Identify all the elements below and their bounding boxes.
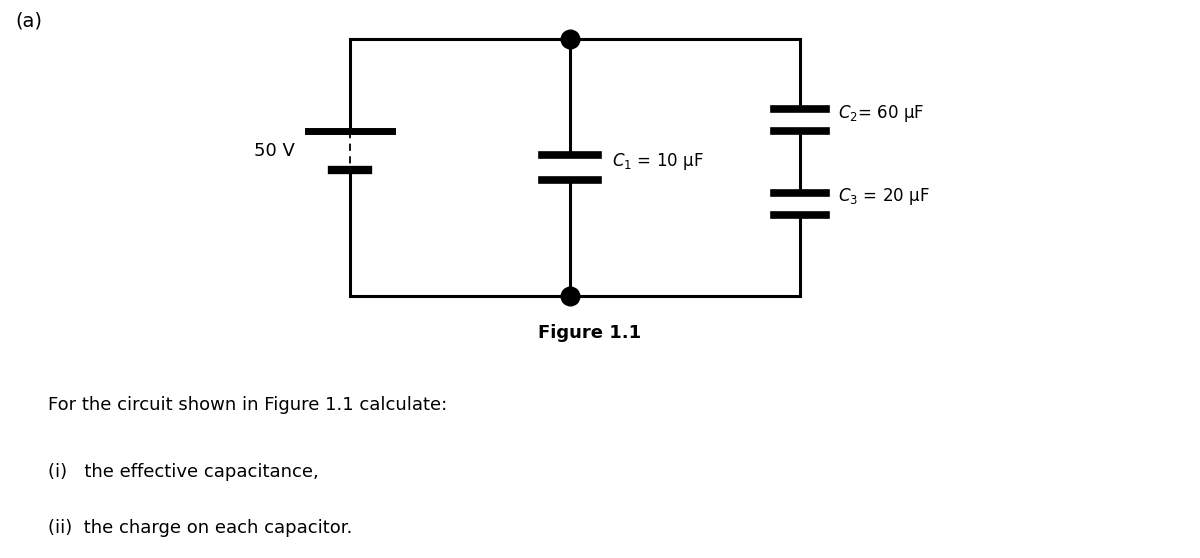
Text: (ii)  the charge on each capacitor.: (ii) the charge on each capacitor. bbox=[48, 519, 353, 537]
Text: (a): (a) bbox=[14, 11, 42, 30]
Point bbox=[560, 291, 580, 300]
Text: For the circuit shown in Figure 1.1 calculate:: For the circuit shown in Figure 1.1 calc… bbox=[48, 396, 448, 414]
Text: (i)   the effective capacitance,: (i) the effective capacitance, bbox=[48, 463, 319, 481]
Text: 50 V: 50 V bbox=[254, 142, 295, 160]
Text: $C_1$ = 10 μF: $C_1$ = 10 μF bbox=[612, 151, 703, 172]
Point bbox=[560, 35, 580, 44]
Text: $C_3$ = 20 μF: $C_3$ = 20 μF bbox=[838, 186, 930, 208]
Text: $C_2$= 60 μF: $C_2$= 60 μF bbox=[838, 103, 924, 124]
Text: Figure 1.1: Figure 1.1 bbox=[539, 324, 642, 341]
